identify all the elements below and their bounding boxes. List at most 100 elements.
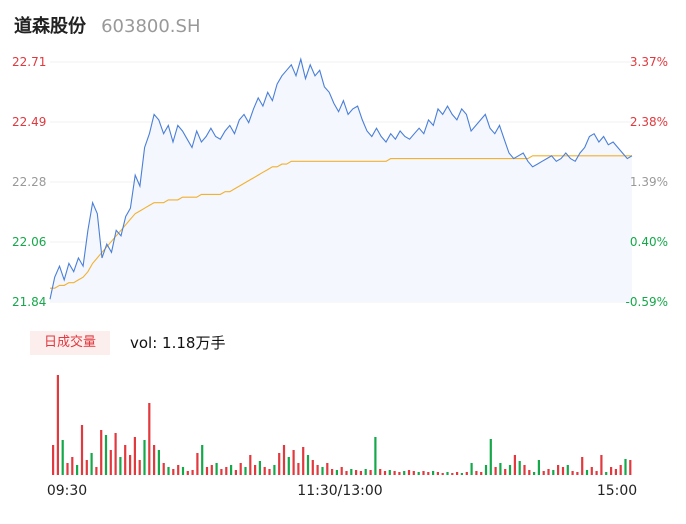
volume-bar: [316, 465, 319, 475]
volume-bar: [542, 471, 545, 475]
volume-bar: [345, 471, 348, 475]
volume-bar: [162, 463, 165, 475]
volume-bar: [90, 453, 93, 475]
volume-bar: [80, 425, 84, 475]
stock-code: 603800.SH: [101, 16, 201, 37]
volume-bar: [172, 469, 175, 475]
volume-bar: [321, 467, 324, 475]
volume-bar: [547, 469, 550, 475]
volume-bar: [407, 470, 411, 475]
average-line: [50, 155, 632, 289]
volume-bar: [388, 470, 391, 475]
volume-bar: [52, 445, 55, 475]
time-tick-label: 15:00: [597, 483, 637, 499]
volume-bar: [499, 463, 502, 475]
volume-bar: [167, 467, 170, 475]
volume-bar: [436, 472, 439, 475]
volume-bar: [624, 459, 627, 475]
volume-bar: [129, 455, 132, 475]
volume-bar: [273, 465, 276, 475]
volume-bar: [254, 465, 257, 475]
volume-bar: [456, 472, 459, 475]
volume-bar: [518, 461, 521, 475]
volume-bar: [258, 461, 261, 475]
volume-bar: [470, 463, 473, 475]
volume-bar: [85, 460, 88, 475]
price-area-fill: [50, 59, 632, 303]
price-line: [49, 57, 633, 300]
volume-bar: [528, 470, 531, 475]
percent-tick-label: 2.38%: [630, 115, 668, 129]
volume-bar: [494, 467, 497, 475]
price-tick-label: 22.49: [12, 115, 46, 129]
volume-bar: [489, 439, 492, 475]
volume-bar: [76, 465, 79, 475]
volume-bar: [561, 467, 565, 475]
volume-bar: [364, 469, 367, 475]
volume-bar: [595, 471, 598, 475]
stock-name: 道森股份: [14, 16, 86, 37]
volume-bar: [557, 465, 560, 475]
volume-bar: [432, 471, 435, 475]
volume-bar: [249, 455, 252, 475]
volume-bar: [340, 467, 343, 475]
percent-tick-label: 0.40%: [630, 235, 668, 249]
volume-bar: [484, 465, 488, 475]
volume-bar: [460, 473, 463, 475]
volume-bar: [278, 453, 281, 475]
volume-bar: [383, 471, 387, 475]
volume-bar: [244, 467, 247, 475]
volume-bar: [523, 465, 526, 475]
volume-bar: [196, 453, 199, 475]
stock-header: 道森股份 603800.SH: [14, 12, 201, 40]
volume-bar: [403, 471, 406, 475]
volume-bar: [446, 472, 449, 475]
volume-bar: [263, 467, 266, 475]
volume-bar: [225, 467, 228, 475]
volume-bar: [138, 460, 141, 475]
volume-bar: [157, 450, 160, 475]
volume-bar: [552, 470, 555, 475]
price-tick-label: 21.84: [12, 295, 46, 309]
volume-bar: [350, 469, 353, 475]
volume-bar: [104, 435, 108, 475]
volume-bar: [629, 460, 632, 475]
volume-bar: [513, 455, 516, 475]
volume-bar: [590, 467, 593, 475]
volume-bar: [210, 465, 213, 475]
volume-bar: [56, 375, 59, 475]
volume-bar: [66, 463, 69, 475]
volume-bar: [451, 473, 454, 475]
volume-bar: [465, 472, 468, 475]
volume-bar: [95, 467, 98, 475]
percent-tick-label: 3.37%: [630, 55, 668, 69]
volume-bar: [133, 437, 136, 475]
volume-bar: [239, 463, 242, 475]
volume-bar: [201, 445, 204, 475]
volume-bar: [268, 469, 271, 475]
percent-tick-label: -0.59%: [626, 295, 668, 309]
volume-bar: [61, 440, 64, 475]
volume-bar: [100, 430, 103, 475]
volume-bar: [71, 457, 74, 475]
price-area: [50, 59, 632, 303]
volume-bar: [177, 465, 180, 475]
volume-bar: [359, 471, 362, 475]
time-tick-label: 09:30: [47, 483, 87, 499]
volume-bar: [610, 467, 613, 475]
volume-bar: [282, 445, 286, 475]
volume-bar: [292, 450, 295, 475]
volume-bar: [374, 437, 377, 475]
price-axis-labels: 22.71 22.49 22.28 22.06 21.84: [12, 55, 46, 309]
volume-bar: [297, 463, 300, 475]
volume-bar: [533, 472, 536, 475]
volume-bar: [215, 463, 218, 475]
volume-bar: [379, 469, 382, 475]
volume-bar: [205, 467, 209, 475]
volume-bar: [412, 471, 415, 475]
volume-bar: [422, 471, 425, 475]
percent-axis-labels: 3.37% 2.38% 1.39% 0.40% -0.59%: [626, 55, 668, 309]
volume-bar: [369, 470, 372, 475]
volume-bar: [393, 471, 396, 475]
